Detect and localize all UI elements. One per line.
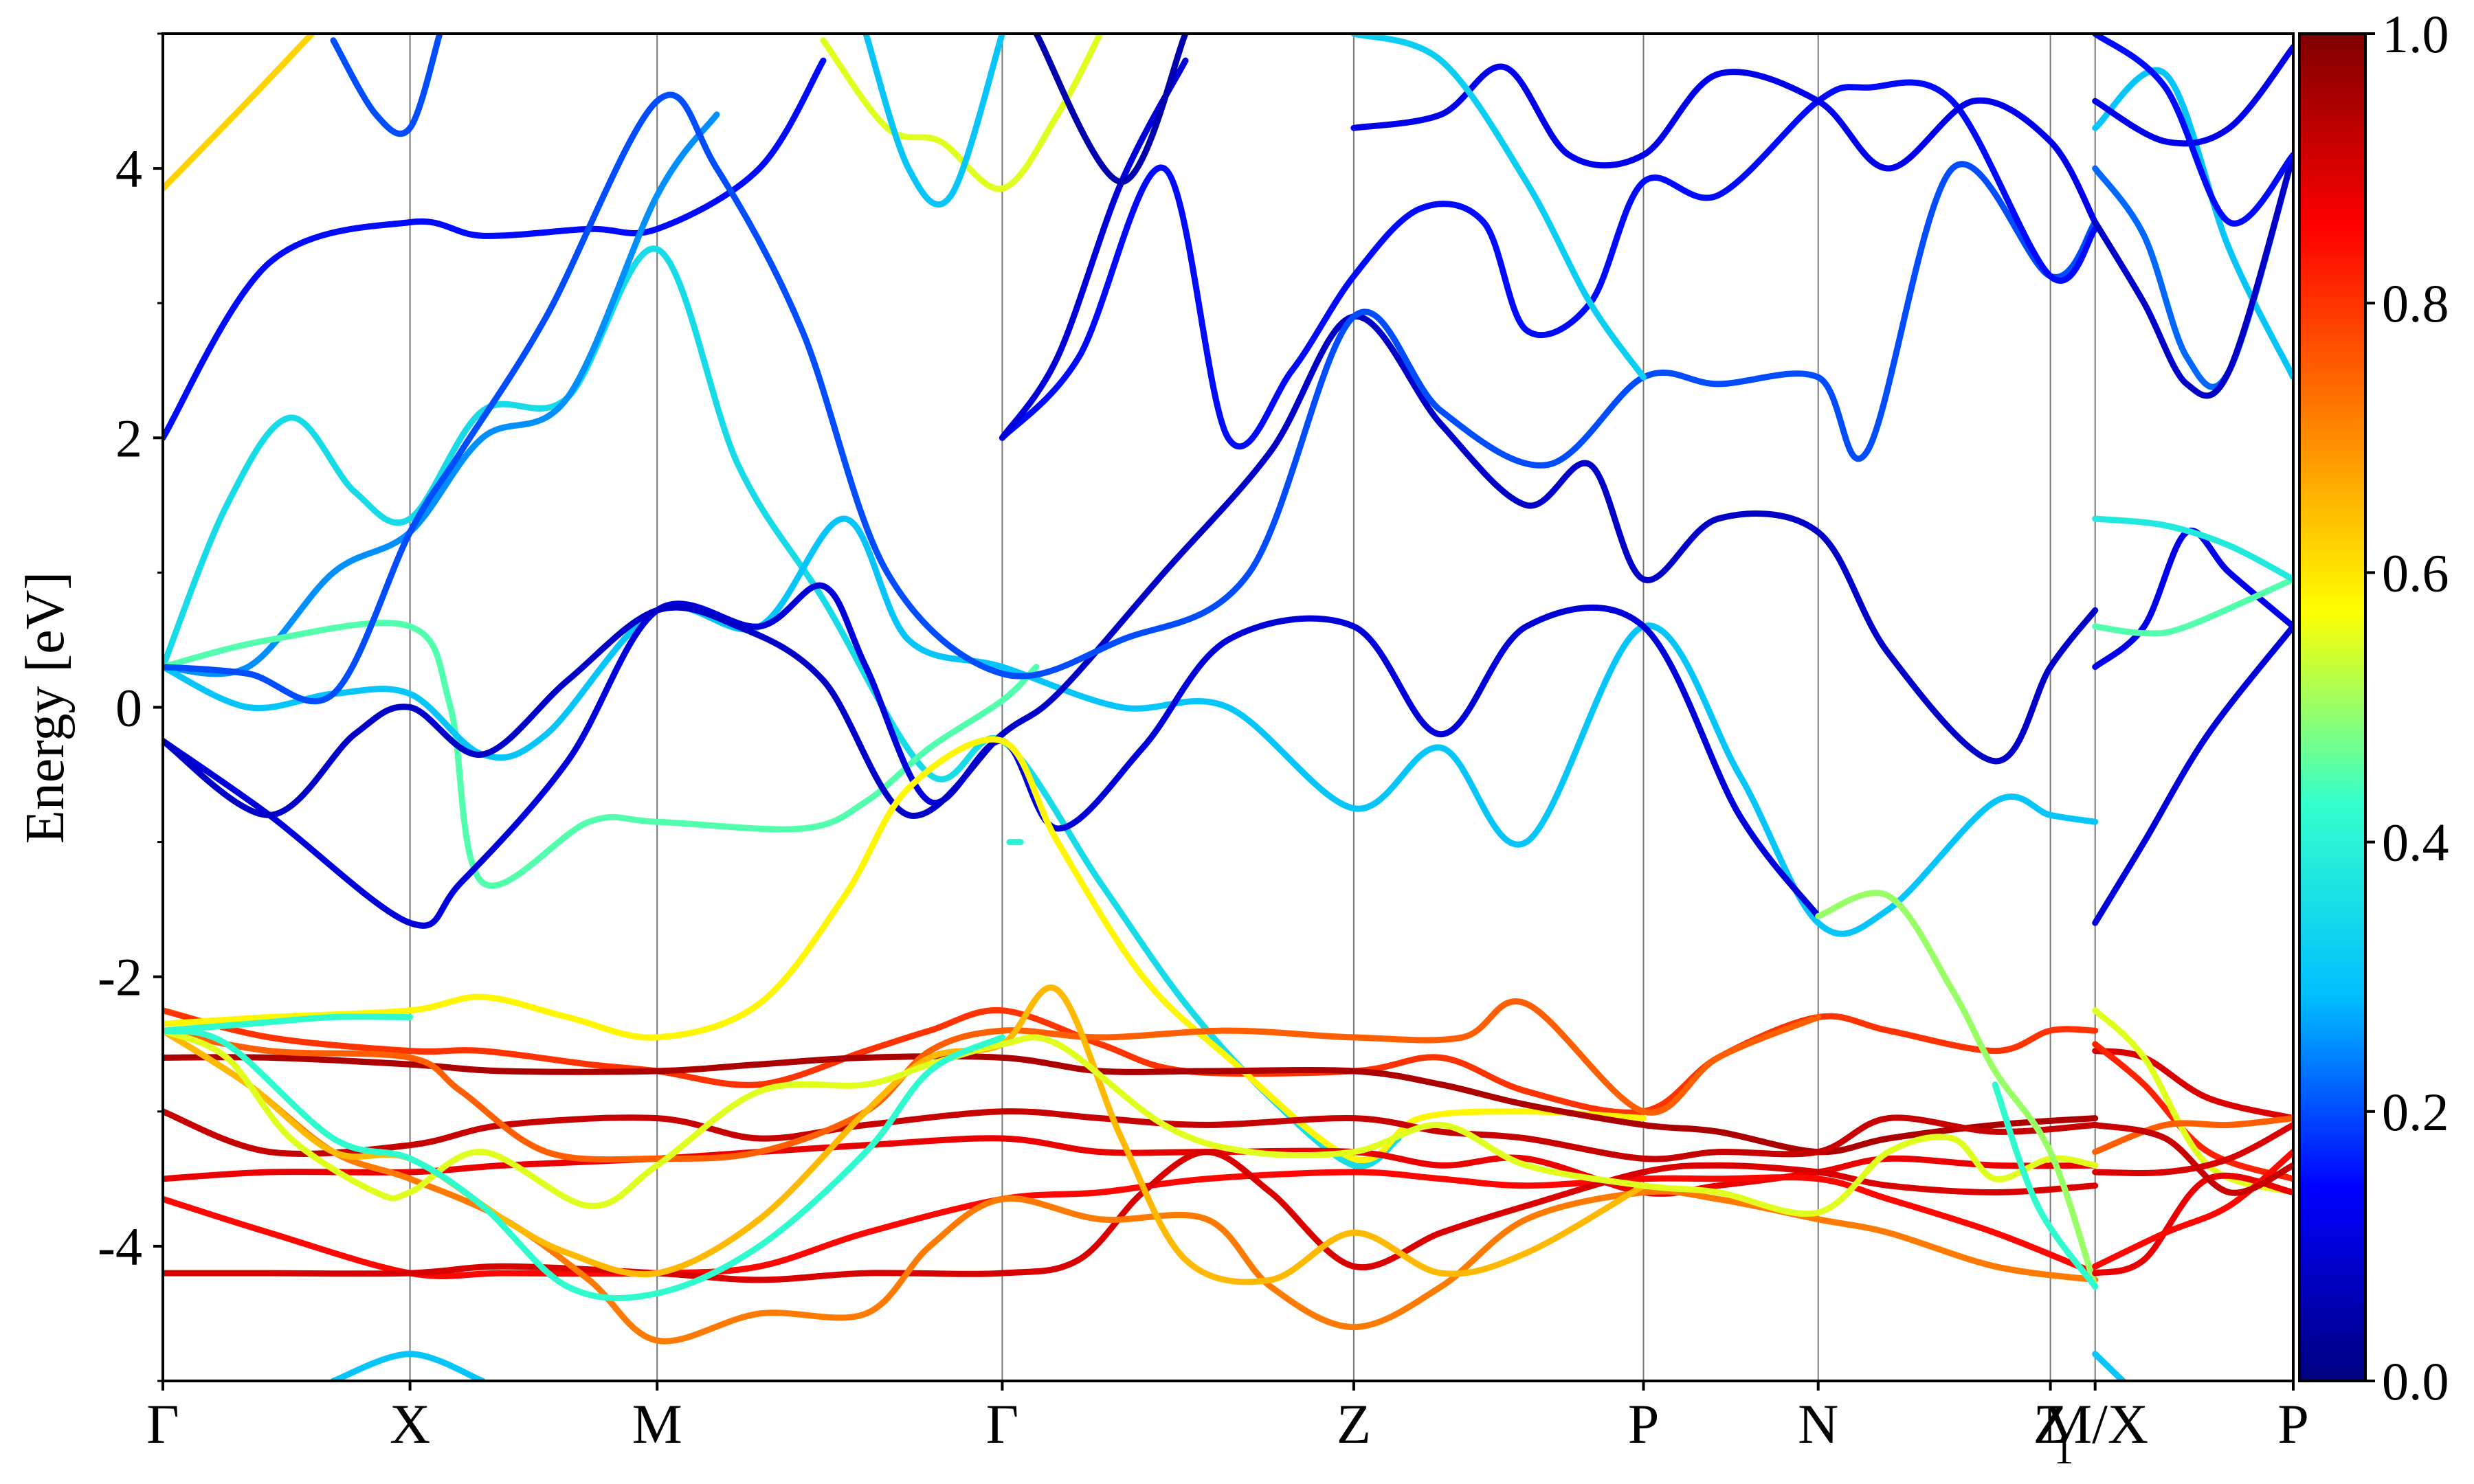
band-34 (163, 998, 1822, 1163)
kpoint-label-0: Γ (146, 1393, 179, 1455)
band-7 (163, 91, 2099, 705)
band-25 (2092, 152, 2293, 399)
band-2 (163, 111, 720, 677)
band-28 (163, 736, 1647, 1163)
band-42 (2092, 1048, 2293, 1122)
kpoint-label-1: X (390, 1393, 430, 1455)
kpoint-label-7: Z (2033, 1393, 2068, 1455)
kpoint-vertical-lines (409, 34, 2096, 1381)
band-23 (2092, 67, 2293, 381)
band-17 (1033, 34, 1189, 186)
y-tick-label-3: 2 (115, 408, 142, 468)
band-3 (163, 620, 1040, 889)
band-5 (163, 582, 1822, 929)
band-10 (1350, 63, 2099, 225)
kpoint-label-8: M/X (2042, 1393, 2148, 1455)
kpoint-label-2: M (632, 1393, 682, 1455)
band-16 (862, 34, 1005, 207)
band-39 (163, 1013, 414, 1034)
band-51 (2092, 1351, 2126, 1381)
kpoint-label-6: N (1798, 1393, 1838, 1455)
band-24 (2092, 44, 2293, 147)
band-36 (163, 985, 1647, 1285)
colorbar (2298, 32, 2367, 1382)
colorbar-tick-label-2: 0.4 (2382, 813, 2449, 873)
band-41 (1992, 1081, 2099, 1290)
band-19 (2092, 528, 2293, 671)
band-50 (330, 1351, 486, 1381)
band-8 (999, 79, 2099, 450)
band-9 (999, 57, 1189, 441)
band-40 (1815, 890, 2099, 1290)
bands (163, 34, 2293, 1381)
band-1 (163, 245, 1402, 1170)
y-axis-label: Energy [eV] (15, 572, 76, 844)
band-26 (2092, 34, 2293, 227)
colorbar-tick-label-1: 0.2 (2382, 1082, 2449, 1142)
kpoint-subscript-label: 1 (2054, 1428, 2074, 1472)
band-11 (1350, 34, 1647, 381)
band-37 (163, 1027, 2099, 1217)
band-21 (2092, 515, 2293, 583)
band-6 (163, 313, 2099, 820)
kpoint-label-3: Γ (986, 1393, 1018, 1455)
colorbar-tick-label-4: 0.8 (2382, 273, 2449, 333)
band-13 (330, 34, 443, 137)
y-tick-label-2: 0 (115, 678, 142, 738)
colorbar-tick-label-3: 0.6 (2382, 543, 2449, 603)
band-20 (2092, 576, 2293, 637)
y-tick-label-4: 4 (115, 139, 142, 199)
band-18 (2092, 623, 2293, 926)
band-49 (2092, 1121, 2293, 1196)
band-0 (163, 57, 827, 441)
kpoint-label-4: Z (1337, 1393, 1371, 1455)
x-axis-kpoint-labels: Γ X M Γ Z P N ZM/X P (146, 1381, 2309, 1455)
band-33 (163, 1149, 2099, 1283)
band-32 (163, 1169, 2099, 1279)
kpoint-label-5: P (1628, 1393, 1660, 1455)
y-axis-ticks: -4 -2 0 2 4 (98, 32, 163, 1382)
kpoint-label-9: P (2277, 1393, 2309, 1455)
band-47 (2092, 1149, 2293, 1270)
colorbar-ticks: 0.0 0.2 0.4 0.6 0.8 1.0 (2365, 4, 2449, 1411)
y-tick-label-1: -2 (98, 947, 142, 1007)
colorbar-tick-label-5: 1.0 (2382, 4, 2449, 64)
y-tick-label-0: -4 (98, 1217, 142, 1277)
band-38 (163, 1027, 1005, 1301)
colorbar-tick-label-0: 0.0 (2382, 1351, 2449, 1411)
band-12 (163, 34, 315, 192)
band-15 (820, 34, 1104, 192)
band-48 (2092, 1115, 2293, 1156)
